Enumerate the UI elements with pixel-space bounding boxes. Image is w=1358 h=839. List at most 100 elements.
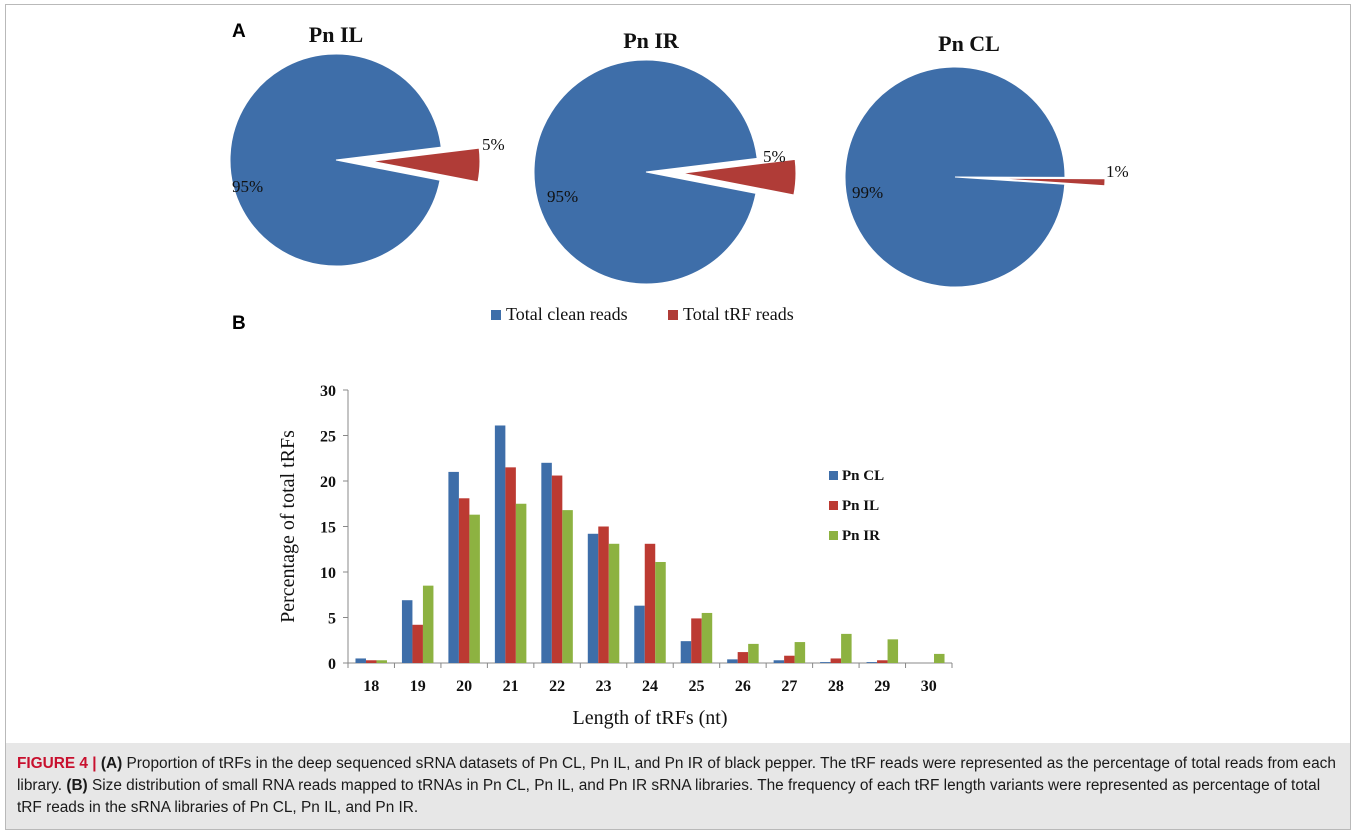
bar-pn-cl [727,659,738,663]
bar-pn-cl [448,471,459,663]
y-tick-label: 25 [320,429,336,446]
bar-pn-il [551,475,563,663]
x-axis-title: Length of tRFs (nt) [573,707,728,729]
bar-pn-il [691,618,702,663]
bar-pn-ir [608,543,620,663]
caption-part-a-text: Proportion of tRFs in the deep sequenced… [17,755,1336,794]
panel-letter-a: A [232,21,246,42]
legend-swatch-series [829,531,838,540]
x-tick-label: 27 [781,678,797,695]
x-tick-label: 26 [735,678,751,695]
bar-chart: 0 5 10 15 20 25 30 18 19 20 21 22 23 24 25 26 27 28 29 30 Le… [277,383,953,729]
pie-slice-trf [992,177,1106,187]
bar-pn-ir [515,503,527,663]
caption-figure-label: FIGURE 4 | [17,755,97,772]
pie-chart-3: Pn CL 99% 1% [844,31,1129,288]
pie-data-label-clean: 95% [232,177,263,196]
x-tick-label: 24 [642,678,658,695]
bar-pn-cl [401,600,413,663]
pie-data-label-trf: 5% [482,135,505,154]
bar-pn-il [505,467,516,663]
x-tick-label: 23 [596,678,612,695]
legend-swatch-clean [491,310,501,320]
y-tick-label: 30 [320,383,336,400]
bar-pn-ir [794,642,806,663]
legend-label-series: Pn IL [842,498,879,514]
bar-pn-cl [634,605,645,663]
pie-title: Pn IR [623,28,680,53]
bar-pn-cl [820,662,831,663]
bar-pn-cl [680,641,692,663]
y-tick-label: 0 [328,656,336,673]
bar-pn-ir [841,633,852,663]
bar-pn-il [365,660,377,663]
bar-pn-cl [541,462,552,663]
pie-title: Pn IL [309,22,363,47]
bar-pn-ir [748,643,759,663]
bar-pn-il [412,624,423,663]
x-tick-label: 28 [828,678,844,695]
pie-data-label-trf: 5% [763,147,786,166]
pie-data-label-trf: 1% [1106,162,1129,181]
legend-label-series: Pn IR [842,528,880,544]
pie-legend: Total clean reads Total tRF reads [491,304,794,324]
y-tick-label: 20 [320,474,336,491]
y-tick-label: 5 [328,611,336,628]
figure-canvas: Pn IL 95% 5% Pn IR 95% 5% Pn CL 99% 1% Total cle… [229,22,1129,729]
bar-pn-il [830,658,842,663]
bar-pn-cl [773,660,785,663]
y-tick-label: 15 [320,520,336,537]
y-axis-title: Percentage of total tRFs [277,430,299,623]
x-tick-label: 29 [874,678,890,695]
x-tick-label: 20 [456,678,472,695]
pie-data-label-clean: 95% [547,187,578,206]
pie-slice-clean [229,53,442,267]
x-tick-label: 22 [549,678,565,695]
pie-slice-clean [844,66,1066,288]
legend-swatch-trf [668,310,678,320]
legend-swatch-series [829,471,838,480]
x-tick-label: 30 [921,678,937,695]
figure-caption: FIGURE 4 | (A) Proportion of tRFs in the… [17,753,1342,819]
caption-part-b-tag: (B) [66,777,88,794]
x-tick-label: 19 [410,678,426,695]
legend-label-trf: Total tRF reads [683,304,794,324]
bar-pn-il [737,652,749,663]
bar-pn-ir [934,653,945,663]
bar-pn-cl [587,533,599,663]
figure-frame [5,4,1351,830]
pie-chart-2: Pn IR 95% 5% [533,28,797,285]
bar-pn-ir [655,561,666,663]
pie-slice-trf [371,147,481,183]
bar-pn-cl [494,425,506,663]
bar-pn-il [458,498,470,663]
pie-title: Pn CL [938,31,1000,56]
x-tick-label: 25 [688,678,704,695]
caption-part-a-tag: (A) [100,755,123,772]
bar-pn-ir [701,612,713,663]
caption-background [6,743,1350,829]
bar-pn-il [644,543,656,663]
legend-label-series: Pn CL [842,468,884,484]
pie-charts: Pn IL 95% 5% Pn IR 95% 5% Pn CL 99% 1% [229,22,1129,288]
bar-pn-ir [469,514,480,663]
panel-letter-b: B [232,313,246,334]
bar-pn-cl [866,662,878,663]
bar-pn-ir [376,660,387,663]
y-tick-label: 10 [320,565,336,582]
bar-pn-ir [562,510,573,663]
pie-chart-1: Pn IL 95% 5% [229,22,505,267]
bar-pn-ir [422,585,434,663]
x-tick-label: 18 [363,678,379,695]
bar-pn-il [784,655,795,663]
legend-swatch-series [829,501,838,510]
legend-label-clean: Total clean reads [506,304,628,324]
pie-slice-clean [533,59,758,285]
bar-pn-ir [887,639,899,663]
caption-part-b-text: Size distribution of small RNA reads map… [17,777,1321,816]
bar-pn-cl [355,658,366,663]
bar-pn-il [877,660,888,663]
pie-slice-trf [681,158,797,196]
pie-data-label-clean: 99% [852,183,883,202]
x-tick-label: 21 [503,678,519,695]
